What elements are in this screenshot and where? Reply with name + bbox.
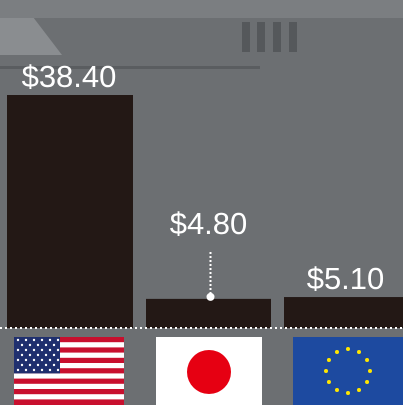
star bbox=[40, 338, 44, 342]
flag-us bbox=[14, 337, 124, 405]
star bbox=[32, 368, 36, 372]
star bbox=[48, 348, 52, 352]
star bbox=[40, 358, 44, 362]
star bbox=[44, 353, 48, 357]
value-label: $4.80 bbox=[170, 206, 248, 241]
star bbox=[40, 368, 44, 372]
leader-dot bbox=[206, 292, 215, 301]
star bbox=[24, 348, 28, 352]
bar bbox=[284, 297, 403, 328]
decor bbox=[242, 22, 297, 52]
star bbox=[56, 368, 60, 372]
star bbox=[56, 358, 60, 362]
star bbox=[48, 338, 52, 342]
star bbox=[20, 353, 24, 357]
star bbox=[52, 353, 56, 357]
star bbox=[335, 349, 339, 354]
star bbox=[36, 363, 40, 367]
flag-eu bbox=[293, 337, 403, 405]
star bbox=[48, 358, 52, 362]
star bbox=[32, 338, 36, 342]
star bbox=[44, 363, 48, 367]
star bbox=[16, 358, 20, 362]
star bbox=[326, 380, 331, 384]
star bbox=[24, 338, 28, 342]
bar bbox=[7, 95, 133, 328]
star bbox=[40, 348, 44, 352]
star bbox=[28, 363, 32, 367]
star bbox=[368, 369, 372, 373]
star bbox=[346, 391, 350, 395]
star bbox=[324, 369, 328, 373]
star bbox=[52, 343, 56, 347]
star bbox=[346, 347, 350, 351]
value-label: $5.10 bbox=[307, 261, 385, 296]
star bbox=[365, 358, 370, 362]
star bbox=[32, 358, 36, 362]
star bbox=[56, 348, 60, 352]
flag-japan bbox=[156, 337, 262, 405]
star bbox=[20, 343, 24, 347]
star bbox=[56, 338, 60, 342]
star bbox=[16, 348, 20, 352]
star bbox=[357, 349, 361, 354]
star bbox=[52, 363, 56, 367]
star bbox=[28, 353, 32, 357]
star bbox=[24, 368, 28, 372]
star bbox=[36, 343, 40, 347]
star bbox=[365, 380, 370, 384]
star bbox=[32, 348, 36, 352]
star bbox=[44, 343, 48, 347]
star bbox=[20, 363, 24, 367]
star bbox=[48, 368, 52, 372]
decor bbox=[0, 66, 260, 69]
star bbox=[36, 353, 40, 357]
star bbox=[16, 338, 20, 342]
value-label: $38.40 bbox=[22, 59, 117, 94]
star bbox=[24, 358, 28, 362]
bar bbox=[146, 298, 271, 328]
star bbox=[16, 368, 20, 372]
star bbox=[28, 343, 32, 347]
decor bbox=[0, 0, 403, 18]
star bbox=[326, 358, 331, 362]
star bbox=[357, 388, 361, 393]
star bbox=[335, 388, 339, 393]
